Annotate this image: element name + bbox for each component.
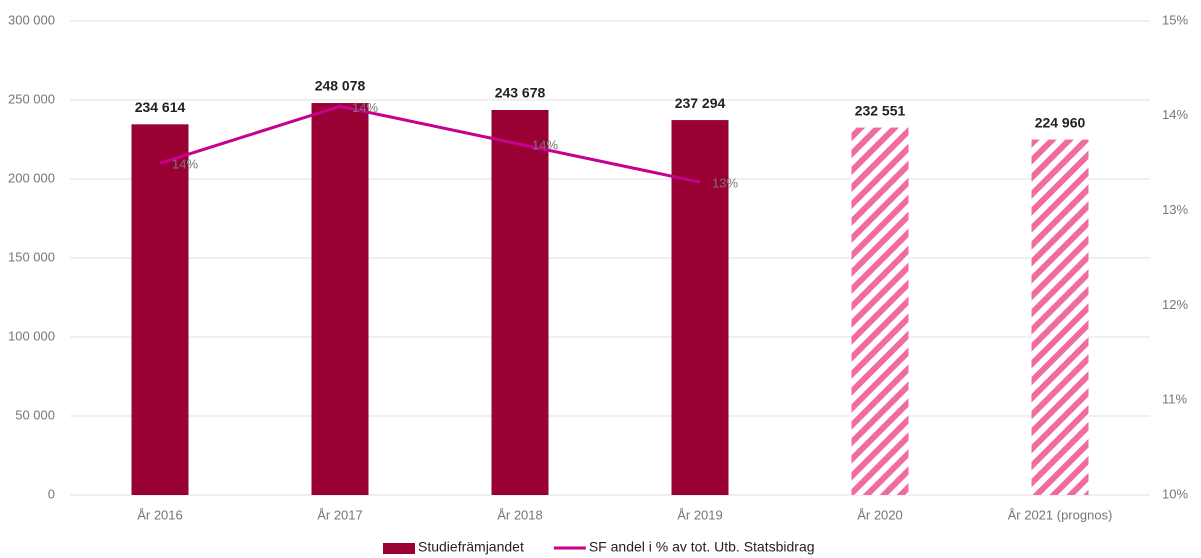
line-value-label: 13% <box>712 176 738 191</box>
bar <box>851 127 909 495</box>
y-tick-label: 150 000 <box>8 249 55 264</box>
y-tick-label: 50 000 <box>15 407 55 422</box>
legend-label: Studiefrämjandet <box>418 539 524 555</box>
bar-value-label: 234 614 <box>135 99 186 115</box>
x-tick-label: År 2018 <box>497 507 543 522</box>
y-tick-label: 250 000 <box>8 91 55 106</box>
y2-tick-label: 14% <box>1162 107 1188 122</box>
line-value-label: 14% <box>532 138 558 153</box>
bar-value-label: 248 078 <box>315 78 366 94</box>
bar-value-label: 224 960 <box>1035 114 1086 130</box>
y-tick-label: 200 000 <box>8 170 55 185</box>
line-value-label: 14% <box>172 157 198 172</box>
bar-value-label: 232 551 <box>855 102 906 118</box>
y-tick-label: 100 000 <box>8 328 55 343</box>
bar-value-label: 237 294 <box>675 95 726 111</box>
x-tick-label: År 2021 (prognos) <box>1008 507 1113 522</box>
y-tick-label: 0 <box>48 486 55 501</box>
bar <box>131 124 189 496</box>
y2-tick-label: 11% <box>1162 392 1187 407</box>
y2-tick-label: 10% <box>1162 486 1188 501</box>
x-tick-label: År 2019 <box>677 507 723 522</box>
y2-tick-label: 13% <box>1162 202 1188 217</box>
legend-swatch <box>383 543 415 554</box>
line <box>159 104 701 184</box>
bar <box>491 109 549 495</box>
bar <box>1031 139 1089 495</box>
y-tick-label: 300 000 <box>8 12 55 27</box>
bar <box>671 120 729 496</box>
y2-tick-label: 15% <box>1162 12 1188 27</box>
x-tick-label: År 2020 <box>857 507 903 522</box>
y2-tick-label: 12% <box>1162 297 1188 312</box>
line-value-label: 14% <box>352 100 378 115</box>
x-tick-label: År 2016 <box>137 507 183 522</box>
bar-value-label: 243 678 <box>495 85 546 101</box>
x-tick-label: År 2017 <box>317 507 363 522</box>
legend-label: SF andel i % av tot. Utb. Statsbidrag <box>589 539 815 555</box>
bar <box>311 103 369 496</box>
